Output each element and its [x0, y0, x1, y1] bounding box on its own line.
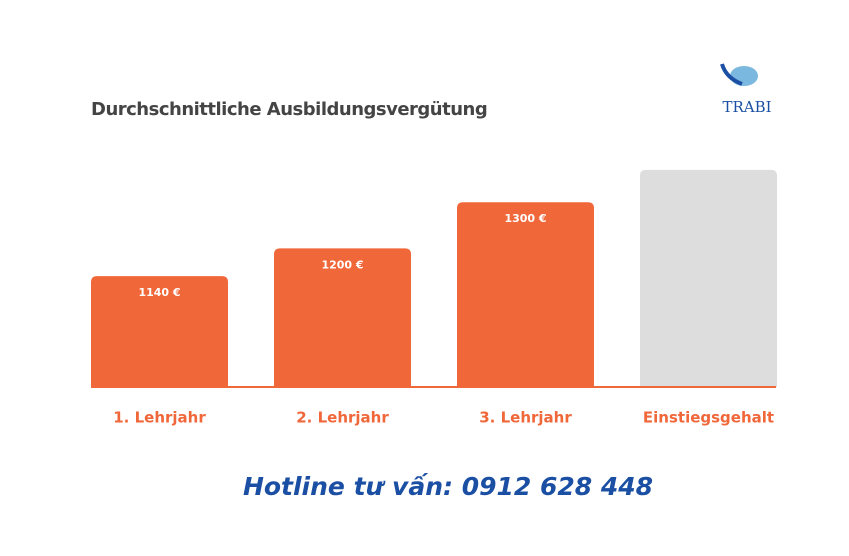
bar	[274, 248, 411, 387]
logo-icon	[720, 63, 743, 86]
bar	[640, 169, 777, 387]
bar	[457, 202, 594, 387]
x-tick-label: 1. Lehrjahr	[113, 409, 206, 427]
logo-text: TRABI	[722, 98, 771, 116]
bar	[91, 276, 228, 387]
x-tick-label: 3. Lehrjahr	[479, 409, 572, 427]
x-tick-label: 2. Lehrjahr	[296, 409, 389, 427]
logo-icon	[730, 66, 758, 86]
value-label: 1140 €	[138, 286, 180, 299]
value-label: 1200 €	[321, 258, 363, 271]
hotline: Hotline tư vấn: 0912 628 448	[243, 472, 653, 501]
value-label: 1300 €	[504, 212, 546, 225]
x-tick-label: Einstiegsgehalt	[643, 409, 774, 427]
logo: TRABI	[720, 63, 772, 116]
chart-title: Durchschnittliche Ausbildungsvergütung	[91, 99, 487, 120]
